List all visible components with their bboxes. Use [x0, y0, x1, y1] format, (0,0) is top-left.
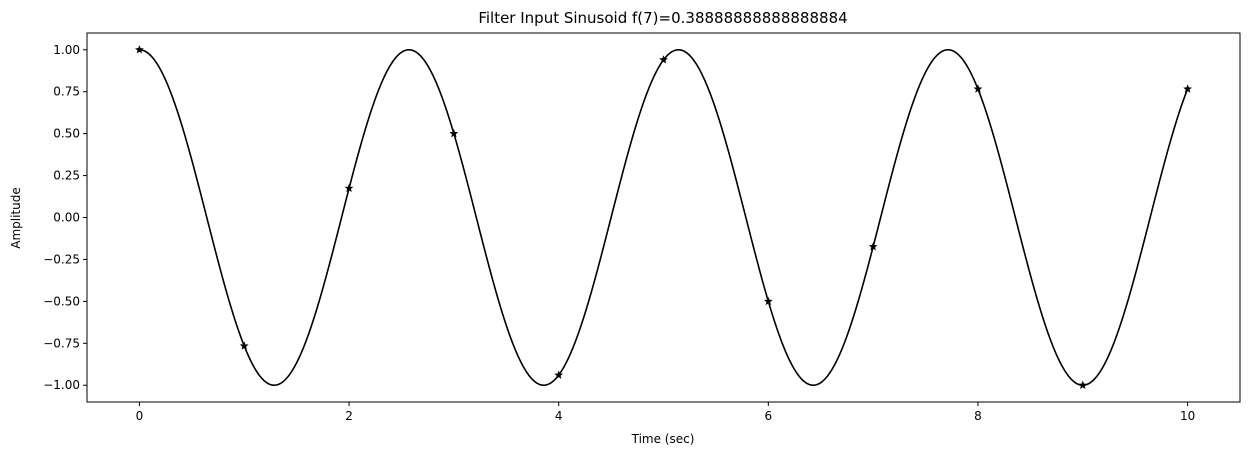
- y-tick-label: −0.75: [43, 336, 80, 350]
- x-axis-label: Time (sec): [631, 432, 695, 446]
- y-tick-label: 1.00: [53, 43, 80, 57]
- x-tick-label: 6: [764, 409, 772, 423]
- sample-point: [449, 129, 459, 138]
- x-tick-label: 10: [1180, 409, 1195, 423]
- sample-point: [135, 45, 144, 54]
- sample-point: [659, 55, 668, 64]
- sample-point: [1078, 380, 1088, 389]
- x-tick-label: 4: [555, 409, 563, 423]
- y-tick-label: −1.00: [43, 378, 80, 392]
- x-tick-label: 8: [974, 409, 982, 423]
- sample-point: [554, 370, 564, 379]
- sinusoid-line: [139, 48, 1189, 387]
- sample-point: [239, 341, 249, 350]
- sample-point: [973, 84, 983, 93]
- chart-title: Filter Input Sinusoid f(7)=0.38888888888…: [478, 9, 847, 27]
- y-tick-label: 0.50: [53, 127, 80, 141]
- sample-point: [344, 183, 354, 193]
- plot-area: [86, 32, 1241, 403]
- y-tick-label: 0.25: [53, 169, 80, 183]
- sample-point: [763, 296, 773, 306]
- x-tick-label: 2: [345, 409, 353, 423]
- x-tick-label: 0: [136, 409, 144, 423]
- y-tick-label: 0.75: [53, 85, 80, 99]
- sample-point: [868, 242, 878, 251]
- y-tick-label: −0.50: [43, 294, 80, 308]
- y-tick-label: 0.00: [53, 211, 80, 225]
- y-axis: 1.00 0.75 0.50 0.25 0.00 −0.25 −0.50 −0.75 −1.00: [43, 43, 87, 392]
- x-axis: 0 2 4 6 8 10: [136, 402, 1195, 423]
- plot-frame: [86, 32, 1241, 403]
- y-tick-label: −0.25: [43, 252, 80, 266]
- sample-point: [1183, 84, 1192, 93]
- y-axis-label: Amplitude: [9, 187, 23, 249]
